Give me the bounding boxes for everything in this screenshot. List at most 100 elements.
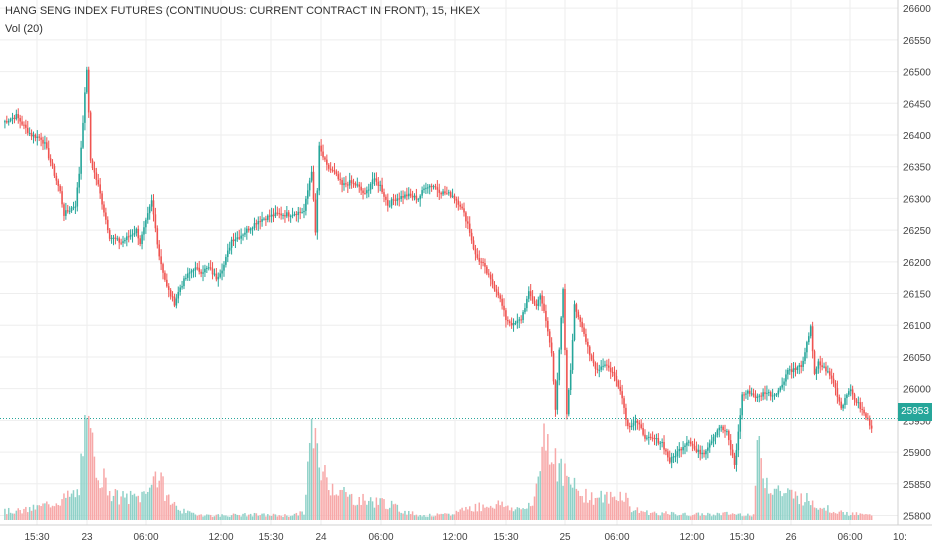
time-tick-label: 15:30: [729, 532, 754, 543]
volume-bar: [204, 515, 206, 520]
price-tick-label: 26000: [903, 385, 931, 396]
candle-down: [49, 158, 52, 163]
volume-bar: [588, 500, 591, 520]
candle-up: [842, 405, 844, 409]
candle-down: [99, 184, 101, 194]
candle-up: [36, 136, 39, 139]
candle-up: [122, 241, 124, 244]
candle-down: [455, 199, 458, 201]
candle-up: [80, 147, 82, 174]
volume-bar: [307, 461, 309, 520]
volume-bar: [585, 488, 587, 520]
volume-bar: [545, 450, 547, 520]
volume-bar: [560, 458, 562, 520]
volume-bar: [44, 503, 46, 520]
candle-down: [545, 310, 547, 321]
time-tick-label: 25: [559, 532, 571, 543]
candle-up: [684, 445, 686, 448]
volume-bar: [771, 494, 774, 520]
volume-bar: [543, 423, 545, 520]
candle-down: [594, 363, 597, 369]
volume-bar: [619, 491, 621, 520]
volume-bar: [230, 515, 233, 520]
candle-down: [592, 359, 595, 364]
volume-bar: [32, 504, 35, 520]
candle-up: [848, 391, 850, 395]
candle-down: [411, 195, 414, 198]
volume-bar: [670, 511, 673, 520]
candle-down: [13, 117, 16, 120]
volume-bar: [390, 500, 393, 520]
volume-bar: [857, 514, 860, 520]
volume-bar: [486, 506, 488, 520]
volume-bar: [529, 506, 532, 520]
candle-up: [207, 267, 210, 269]
candle-down: [693, 445, 696, 449]
candle-up: [766, 392, 768, 394]
candle-up: [217, 276, 220, 280]
volume-bar: [383, 499, 385, 520]
time-tick-label: 06:00: [133, 532, 158, 543]
candle-down: [198, 267, 201, 272]
volume-bar: [246, 516, 248, 520]
volume-bar: [512, 511, 515, 520]
volume-bar: [51, 505, 54, 520]
candle-down: [754, 395, 757, 398]
candle-down: [552, 353, 555, 382]
volume-bar: [697, 512, 700, 520]
volume-bar: [354, 505, 357, 520]
volume-bar: [409, 514, 412, 520]
candle-down: [689, 441, 692, 444]
volume-bar: [295, 512, 298, 520]
volume-bar: [716, 512, 719, 520]
volume-bar: [348, 494, 351, 520]
candle-down: [345, 183, 347, 185]
candle-down: [430, 185, 433, 187]
candle-down: [51, 162, 54, 166]
volume-bar: [15, 510, 18, 520]
candle-up: [745, 393, 747, 395]
volume-bar: [133, 493, 136, 520]
volume-bar: [89, 428, 92, 520]
volume-bar: [358, 496, 360, 520]
candle-down: [331, 169, 334, 171]
candle-down: [508, 321, 511, 323]
candle-up: [857, 402, 860, 404]
volume-bar: [209, 514, 212, 520]
volume-bar: [152, 476, 155, 520]
volume-bar: [427, 516, 429, 520]
volume-bar: [785, 493, 787, 520]
candle-down: [326, 159, 328, 165]
candle-down: [436, 187, 439, 190]
candle-down: [63, 204, 65, 216]
candle-up: [413, 195, 416, 198]
candle-up: [289, 216, 292, 218]
candle-down: [26, 127, 29, 133]
volume-bar: [853, 514, 856, 520]
volume-bar: [749, 515, 751, 520]
candle-down: [510, 322, 513, 326]
candle-up: [133, 233, 136, 235]
volume-bar: [621, 500, 623, 520]
candle-up: [367, 189, 370, 191]
candle-up: [183, 278, 185, 287]
volume-bar: [141, 491, 143, 520]
candle-up: [571, 340, 574, 370]
volume-bar: [724, 512, 726, 520]
volume-bar: [514, 509, 517, 520]
volume-bar: [108, 491, 111, 520]
candle-up: [297, 211, 300, 216]
volume-bar: [722, 512, 724, 520]
candle-up: [632, 422, 635, 426]
volume-bar: [510, 507, 513, 520]
candle-down: [480, 261, 482, 263]
candle-up: [126, 236, 128, 240]
candle-up: [539, 295, 542, 300]
volume-indicator-label: Vol (20): [5, 23, 43, 35]
candle-up: [68, 210, 71, 212]
candle-down: [352, 183, 355, 185]
volume-bar: [47, 504, 50, 520]
volume-bar: [93, 456, 96, 520]
candle-down: [444, 191, 446, 194]
